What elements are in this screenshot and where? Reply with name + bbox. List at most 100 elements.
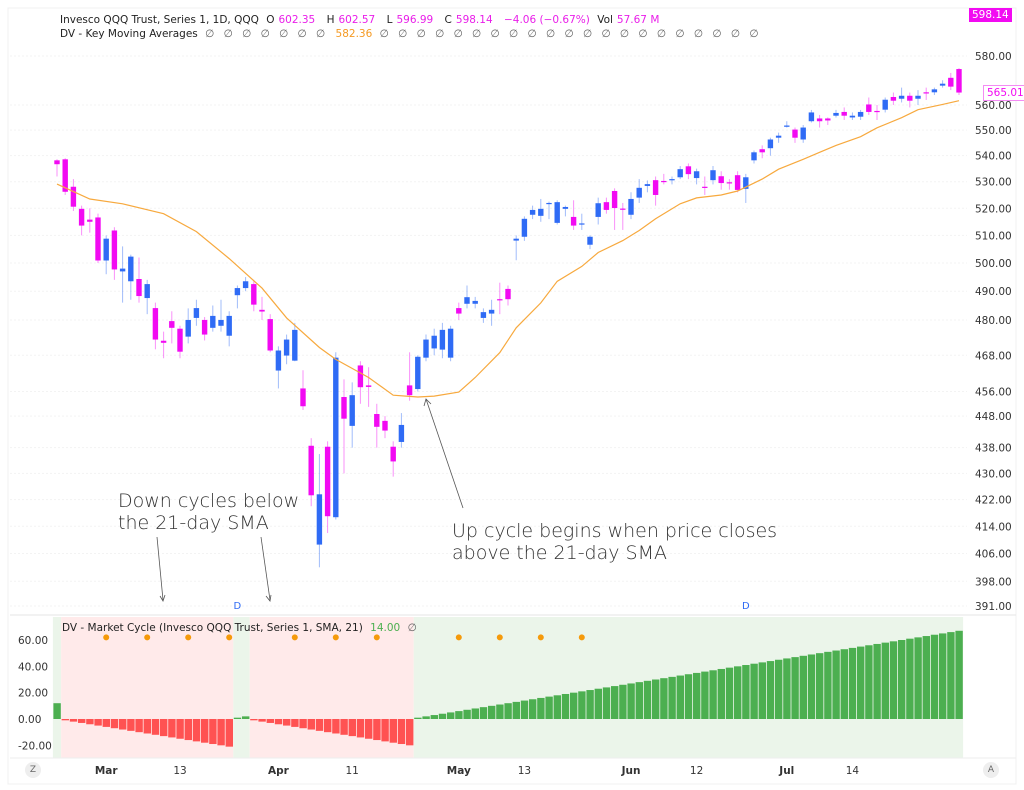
- histogram-bar: [627, 683, 635, 719]
- histogram-bar: [299, 719, 307, 729]
- candle-body: [300, 388, 306, 407]
- candle: [488, 299, 495, 326]
- histogram-bar: [783, 658, 791, 719]
- candle-body: [628, 198, 634, 215]
- candle: [480, 308, 487, 323]
- histogram-bar: [766, 661, 775, 719]
- candle: [669, 176, 675, 185]
- symbol-legend[interactable]: Invesco QQQ Trust, Series 1, 1D, QQQ O 60…: [60, 14, 667, 26]
- candle: [177, 325, 183, 359]
- candle-body: [390, 446, 396, 462]
- close-value: 598.14: [455, 14, 493, 26]
- candle-body: [816, 118, 823, 122]
- cycle-dot: [373, 634, 380, 641]
- histogram-bar: [332, 719, 340, 734]
- candle-body: [201, 319, 208, 335]
- candle: [300, 370, 306, 410]
- candle: [234, 285, 241, 309]
- candles: [54, 68, 962, 568]
- annotation-line: above the 21-day SMA: [452, 542, 667, 564]
- price-tick-label: 500.00: [975, 258, 1012, 270]
- candle: [595, 197, 601, 225]
- price-axis[interactable]: 580.00 560.00 550.00 540.00 530.00 520.00 510.…: [975, 51, 1012, 613]
- histogram-bar: [233, 717, 242, 719]
- dividend-marker: D: [742, 601, 750, 612]
- time-axis[interactable]: Mar 13 Apr 11 May 13 Jun 12 Jul 14: [95, 765, 860, 777]
- candle-body: [505, 288, 511, 300]
- auto-scale-button[interactable]: A: [983, 762, 999, 778]
- histogram-bar: [110, 719, 119, 729]
- histogram-bar: [750, 663, 758, 719]
- cycle-dot: [144, 634, 151, 641]
- candle-body: [78, 208, 85, 226]
- price-tick-label: 414.00: [975, 521, 1012, 533]
- candle: [743, 173, 749, 203]
- candle: [652, 176, 659, 206]
- candle-body: [874, 110, 880, 113]
- arrow-down-cycle-2: [260, 536, 271, 601]
- histogram-bar: [586, 690, 594, 719]
- histogram-bar: [348, 719, 356, 737]
- current-price-label: 565.01: [983, 85, 1024, 101]
- time-tick-label: 12: [690, 765, 703, 777]
- candle: [620, 202, 626, 230]
- candle-body: [406, 385, 413, 396]
- cycle-axis[interactable]: 60.00 40.00 20.00 0.00 -20.00: [18, 635, 52, 752]
- histogram-bar: [479, 707, 488, 719]
- candle-body: [70, 186, 77, 207]
- histogram-bar: [430, 715, 438, 719]
- candle: [464, 285, 470, 309]
- open-value: 602.35: [278, 14, 316, 26]
- indicator-legend[interactable]: DV - Key Moving Averages ∅ ∅ ∅ ∅ ∅ ∅ ∅ 5…: [60, 28, 765, 40]
- candle: [374, 403, 380, 448]
- candle: [800, 125, 806, 143]
- candle: [390, 441, 396, 477]
- histogram-bar: [315, 719, 324, 731]
- candle-body: [447, 328, 454, 358]
- histogram-bar: [955, 630, 963, 719]
- candle-body: [923, 92, 929, 94]
- candle: [702, 176, 708, 195]
- histogram-bar: [127, 719, 135, 731]
- candle: [628, 192, 634, 220]
- zoom-reset-button[interactable]: Z: [25, 762, 41, 778]
- arrowhead-icon: [159, 594, 166, 602]
- candle: [431, 328, 437, 356]
- candle-body: [784, 125, 790, 127]
- histogram-bar: [734, 666, 742, 719]
- annotation-down-cycles: Down cycles below the 21-day SMA: [118, 490, 299, 534]
- low-label: L: [386, 14, 393, 26]
- candle-body: [898, 95, 905, 99]
- candle: [316, 454, 323, 568]
- candle: [956, 68, 962, 96]
- price-tick-label: 490.00: [975, 286, 1012, 298]
- candle: [210, 305, 216, 332]
- histogram-bar: [266, 719, 274, 723]
- candle: [308, 438, 314, 507]
- candle: [505, 285, 511, 306]
- candle: [661, 173, 667, 185]
- cycle-legend[interactable]: DV - Market Cycle (Invesco QQQ Trust, Se…: [62, 622, 421, 634]
- price-tick-label: 448.00: [975, 411, 1012, 423]
- candle-body: [308, 445, 314, 496]
- histogram-bar: [775, 659, 783, 719]
- candle: [890, 92, 897, 105]
- annotation-line: Down cycles below: [118, 490, 300, 512]
- candle-body: [734, 175, 741, 190]
- candle: [144, 279, 150, 315]
- histogram-bar: [570, 692, 578, 719]
- histogram-bar: [709, 670, 717, 719]
- candle-body: [603, 202, 610, 210]
- cycle-dot: [537, 634, 544, 641]
- candle-body: [267, 319, 273, 351]
- candle: [693, 168, 700, 185]
- candle-body: [62, 159, 68, 192]
- histogram-bar: [496, 704, 504, 719]
- candle-body: [234, 288, 241, 296]
- candle: [923, 87, 929, 100]
- candle: [587, 235, 593, 250]
- candle-body: [210, 315, 216, 328]
- candle: [759, 145, 765, 159]
- candle: [333, 352, 339, 520]
